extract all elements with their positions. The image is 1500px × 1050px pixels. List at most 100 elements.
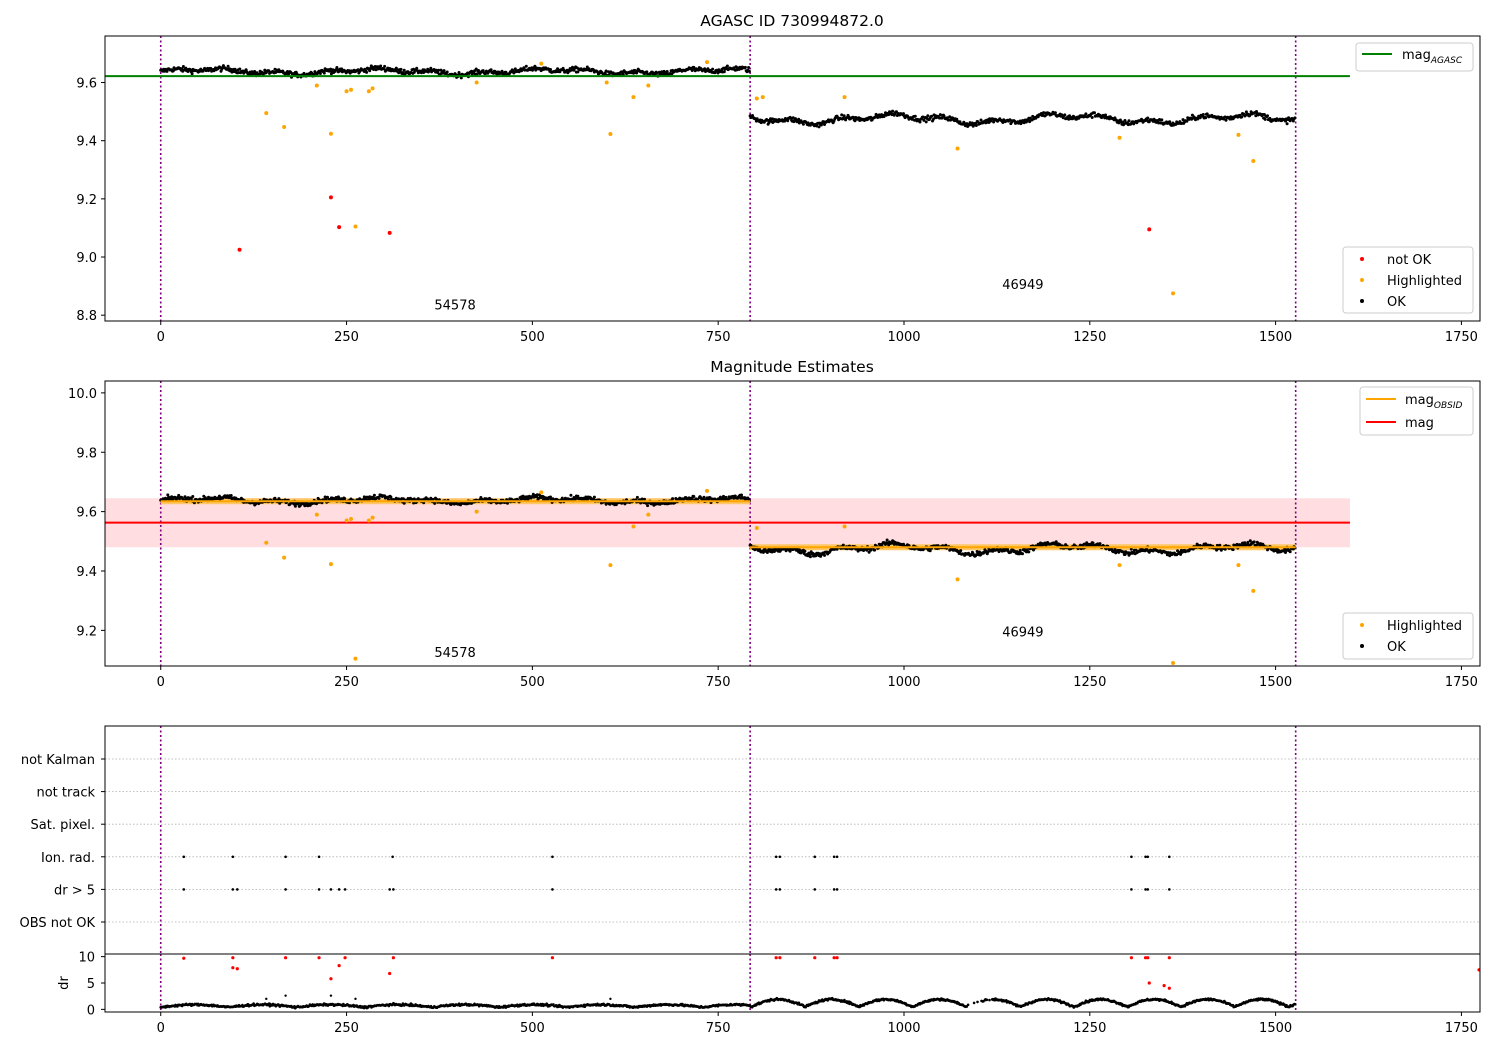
panel1-highlighted-point [608,132,612,136]
dr-not-ok-point [338,964,341,967]
panel1-highlighted-point [843,95,847,99]
panel1-ok-point [1266,114,1269,117]
panel2-ytick-label: 10.0 [68,387,97,402]
panel2-highlighted-point [539,490,543,494]
panel1-highlighted-point [646,83,650,87]
flags-ytick-label: not track [36,786,95,801]
panel1-ok-point [747,66,750,69]
panel1-highlighted-point [371,86,375,90]
panel1-obsid-label: 46949 [1002,278,1043,293]
panel1-highlighted-point [475,81,479,85]
dr-not-ok-point [329,977,332,980]
dr-ytick-label: 0 [87,1003,95,1018]
dr-not-ok-point [1168,956,1171,959]
panel1-ok-point [400,68,403,71]
panel1-ok-point [744,66,747,69]
flags-point [284,888,287,891]
panel1-ok-point [802,123,805,126]
panel1-not-ok-point [329,195,333,199]
dr-not-ok-point [1163,984,1166,987]
flags-point [775,856,778,859]
panel1-ok-point [843,114,846,117]
panel1-legend-label: not OK [1387,253,1432,268]
panel1-highlighted-point [1236,133,1240,137]
dr-ytick-label: 5 [87,977,95,992]
panel1-ok-point [446,71,449,74]
panel2-xtick-label: 250 [334,675,359,690]
dr-not-ok-point [392,956,395,959]
panel2-legend-label: Highlighted [1387,619,1462,634]
flags-point [338,888,341,891]
dr-ok-outlier [330,994,332,996]
panel2-xtick-label: 1250 [1073,675,1106,690]
dr-xtick-label: 1000 [887,1021,920,1036]
panel2-ok-point [1021,552,1024,555]
panel2-ok-point [569,494,572,497]
panel1-ok-point [319,72,322,75]
panel2-ok-point [1019,549,1022,552]
flags-point [836,856,839,859]
panel2-ok-point [646,504,649,507]
panel1-legend-swatch [1360,257,1364,261]
dr-not-ok-point [1130,956,1133,959]
dr-not-ok-point [317,956,320,959]
panel2-ok-point [692,495,695,498]
panel1-highlighted-point [329,132,333,136]
panel1-ok-point [1202,113,1205,116]
panel2-xtick-label: 0 [157,675,165,690]
dr-ok-point [986,999,989,1002]
panel1-ok-point [891,110,894,113]
panel1-highlighted-point [264,111,268,115]
panel2-ok-point [886,539,889,542]
panel1-ytick-label: 9.0 [76,251,97,266]
panel1-highlighted-point [1251,159,1255,163]
panel1-ok-point [1146,117,1149,120]
dr-xtick-label: 0 [157,1021,165,1036]
panel2-highlighted-point [475,510,479,514]
panel1-ok-point [902,112,905,115]
panel1-not-ok-point [238,248,242,252]
panel2-obsid-label: 54578 [434,646,475,661]
panel1-ok-point [1225,119,1228,122]
flags-point [779,856,782,859]
panel1-legend-swatch [1360,278,1364,282]
dr-not-ok-point [833,956,836,959]
flags-point [833,856,836,859]
flags-panel: not Kalmannot trackSat. pixel.Ion. rad.d… [20,726,1481,954]
panel1-ok-point [926,114,929,117]
panel1-ytick-label: 9.4 [76,135,97,150]
dr-not-ok-point [813,956,816,959]
panel2-plot-area: 54578469490 250 500 750 1000 1250 1500 17509.29… [68,381,1480,690]
panel1-xtick-label: 250 [334,330,359,345]
panel2-highlighted-point [631,524,635,528]
dr-not-ok-point [1146,956,1149,959]
panel1-ok-point [191,72,194,75]
panel1-ok-point [490,68,493,71]
panel2-ok-point [593,496,596,499]
dr-panel: 0 250 500 750 1000 1250 1500 17500510dr [57,951,1481,1036]
flags-ytick-label: dr > 5 [54,883,95,898]
panel2-ok-point [873,549,876,552]
panel1-ok-point [1204,116,1207,119]
dr-not-ok-point [231,966,234,969]
dr-not-ok-point [1148,981,1151,984]
panel2-ok-point [1232,548,1235,551]
panel1-ytick-label: 9.6 [76,77,97,92]
panel1-ok-point [238,68,241,71]
dr-not-ok-point [775,956,778,959]
panel2-ytick-label: 9.4 [76,565,97,580]
panel1-highlighted-point [1118,136,1122,140]
panel1-ok-point [748,70,751,73]
panel2-highlighted-point [371,516,375,520]
panel1-ok-point [1240,116,1243,119]
panel1-ok-point [666,70,669,73]
flags-point [551,888,554,891]
panel1-highlighted-point [631,95,635,99]
panel2-ok-point [803,550,806,553]
panel1-highlighted-point [282,125,286,129]
flags-point [318,856,321,859]
panel2-highlighted-point [956,577,960,581]
dr-ok-point [1294,1003,1297,1006]
panel1-ytick-label: 8.8 [76,309,97,324]
panel2-xtick-label: 750 [706,675,731,690]
